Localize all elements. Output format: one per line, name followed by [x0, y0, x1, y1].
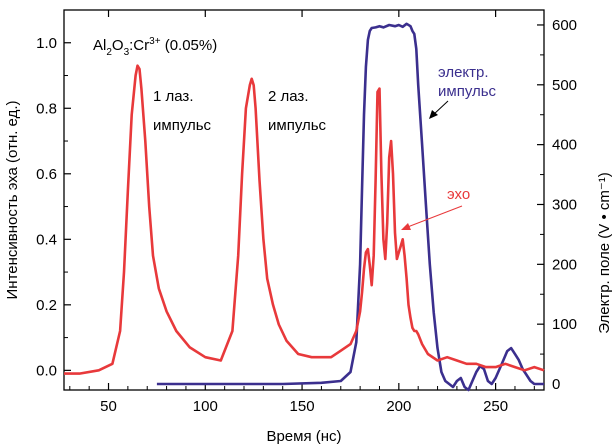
sample-label-part: :Cr	[129, 37, 149, 54]
x-tick-label: 150	[290, 398, 315, 415]
pulse2-label-line2: импульс	[268, 117, 327, 134]
x-axis-label: Время (нс)	[266, 428, 341, 445]
right-tick-label: 200	[552, 256, 577, 273]
right-tick-label: 500	[552, 77, 577, 94]
sample-label: Al2O3:Cr3+ (0.05%)	[93, 36, 217, 58]
sample-label-part: O	[112, 37, 124, 54]
right-axis-ticks: 0 100 200 300 400 500 600	[537, 17, 577, 393]
x-tick-label: 100	[193, 398, 218, 415]
pulse2-label-line1: 2 лаз.	[268, 88, 308, 105]
sample-label-sub: 3	[124, 47, 130, 58]
left-axis-label: Интенсивность эха (отн. ед.)	[4, 101, 21, 300]
left-tick-label: 0.6	[36, 166, 57, 183]
right-tick-label: 0	[552, 376, 560, 393]
left-axis-ticks: 0.0 0.2 0.4 0.6 0.8 1.0	[36, 35, 71, 379]
echo-intensity-line	[64, 64, 545, 375]
x-axis-ticks: 50 100 150 200 250	[69, 10, 535, 415]
sample-label-part: (0.05%)	[161, 37, 218, 54]
x-tick-label: 50	[100, 398, 117, 415]
left-tick-label: 0.2	[36, 297, 57, 314]
field-arrow-head	[429, 110, 438, 119]
left-tick-label: 1.0	[36, 35, 57, 52]
echo-label: эхо	[447, 186, 470, 203]
sample-label-sup: 3+	[149, 36, 161, 47]
right-tick-label: 100	[552, 316, 577, 333]
right-tick-label: 300	[552, 196, 577, 213]
sample-label-part: Al	[93, 37, 106, 54]
right-axis-label: Электр. поле (V • cm⁻¹)	[596, 172, 613, 334]
field-arrow	[432, 100, 449, 116]
pulse1-label-line1: 1 лаз.	[153, 88, 193, 105]
right-tick-label: 600	[552, 17, 577, 34]
left-tick-label: 0.4	[36, 231, 57, 248]
x-tick-label: 200	[386, 398, 411, 415]
left-tick-label: 0.8	[36, 100, 57, 117]
field-label-line2: импульс	[438, 83, 497, 100]
echo-arrow	[404, 205, 463, 229]
x-tick-label: 250	[483, 398, 508, 415]
left-tick-label: 0.0	[36, 362, 57, 379]
plot-frame	[63, 9, 545, 391]
right-tick-label: 400	[552, 137, 577, 154]
pulse1-label-line2: импульс	[153, 117, 212, 134]
echo-arrow-head	[401, 223, 411, 230]
field-label-line1: электр.	[438, 64, 489, 81]
sample-label-sub: 2	[106, 47, 112, 58]
